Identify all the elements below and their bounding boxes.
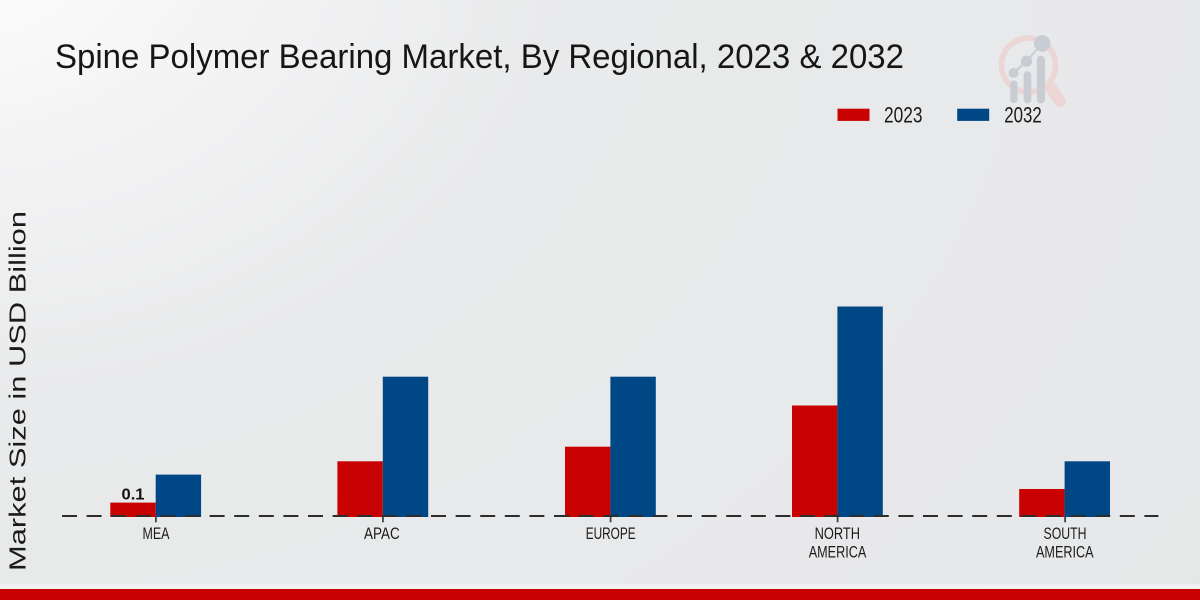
svg-text:2023: 2023 <box>884 103 923 128</box>
svg-text:EUROPE: EUROPE <box>586 524 636 543</box>
svg-text:Market Size in USD Billion: Market Size in USD Billion <box>5 211 31 571</box>
svg-text:APAC: APAC <box>364 524 400 543</box>
svg-text:AMERICA: AMERICA <box>1036 543 1094 562</box>
svg-text:AMERICA: AMERICA <box>809 543 867 562</box>
svg-text:2032: 2032 <box>1004 103 1042 128</box>
svg-text:Spine Polymer Bearing Market,: Spine Polymer Bearing Market, By Regiona… <box>55 38 904 76</box>
svg-text:SOUTH: SOUTH <box>1044 524 1087 543</box>
svg-text:NORTH: NORTH <box>815 524 860 543</box>
svg-text:MEA: MEA <box>143 524 170 543</box>
svg-text:0.1: 0.1 <box>122 487 145 504</box>
